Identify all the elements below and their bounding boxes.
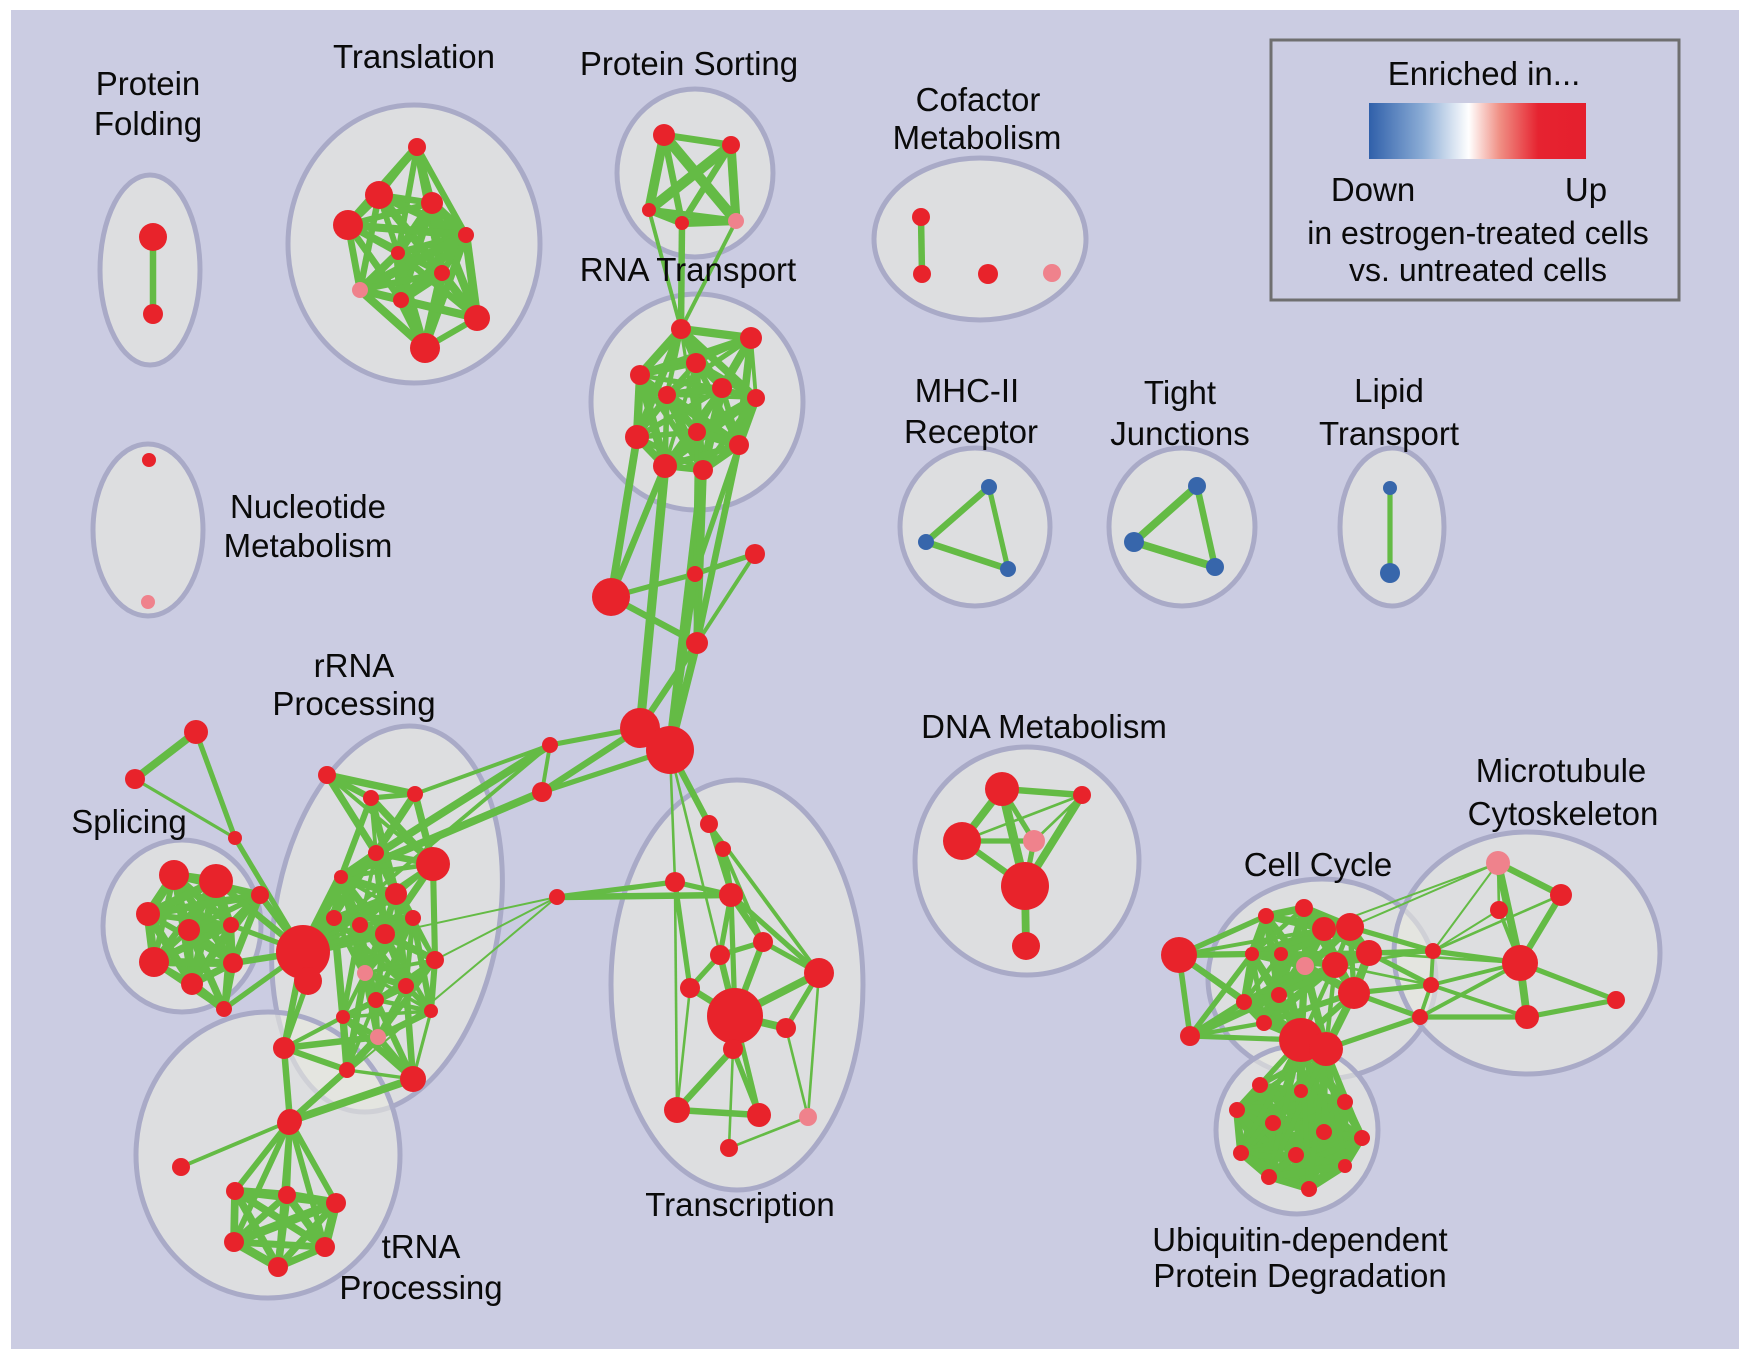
- svg-text:Protein Sorting: Protein Sorting: [580, 45, 798, 82]
- svg-text:Splicing: Splicing: [71, 803, 187, 840]
- svg-text:Down: Down: [1331, 171, 1415, 208]
- svg-text:Processing: Processing: [272, 685, 435, 722]
- svg-text:Metabolism: Metabolism: [893, 119, 1062, 156]
- svg-text:RNA Transport: RNA Transport: [580, 251, 796, 288]
- svg-text:Nucleotide: Nucleotide: [230, 488, 386, 525]
- svg-text:MHC-II: MHC-II: [915, 372, 1019, 409]
- svg-text:Translation: Translation: [333, 38, 495, 75]
- svg-text:Protein: Protein: [96, 65, 201, 102]
- svg-text:Transport: Transport: [1319, 415, 1459, 452]
- svg-text:tRNA: tRNA: [382, 1228, 461, 1265]
- svg-text:Up: Up: [1565, 171, 1607, 208]
- svg-text:Microtubule: Microtubule: [1476, 752, 1647, 789]
- svg-text:Cell Cycle: Cell Cycle: [1244, 846, 1393, 883]
- svg-text:Enriched in...: Enriched in...: [1388, 55, 1581, 92]
- svg-text:Metabolism: Metabolism: [224, 527, 393, 564]
- svg-text:Receptor: Receptor: [904, 413, 1038, 450]
- svg-text:rRNA: rRNA: [314, 647, 395, 684]
- svg-text:Cytoskeleton: Cytoskeleton: [1468, 795, 1659, 832]
- svg-text:Protein Degradation: Protein Degradation: [1153, 1257, 1447, 1294]
- svg-text:DNA Metabolism: DNA Metabolism: [921, 708, 1167, 745]
- svg-text:Junctions: Junctions: [1110, 415, 1249, 452]
- svg-text:Transcription: Transcription: [645, 1186, 835, 1223]
- svg-text:Folding: Folding: [94, 105, 202, 142]
- svg-text:Cofactor: Cofactor: [916, 81, 1041, 118]
- svg-text:in estrogen-treated cells: in estrogen-treated cells: [1307, 215, 1649, 251]
- svg-text:Tight: Tight: [1144, 374, 1216, 411]
- svg-text:vs. untreated cells: vs. untreated cells: [1349, 252, 1607, 288]
- svg-text:Processing: Processing: [339, 1269, 502, 1306]
- svg-text:Lipid: Lipid: [1354, 372, 1424, 409]
- svg-text:Ubiquitin-dependent: Ubiquitin-dependent: [1152, 1221, 1447, 1258]
